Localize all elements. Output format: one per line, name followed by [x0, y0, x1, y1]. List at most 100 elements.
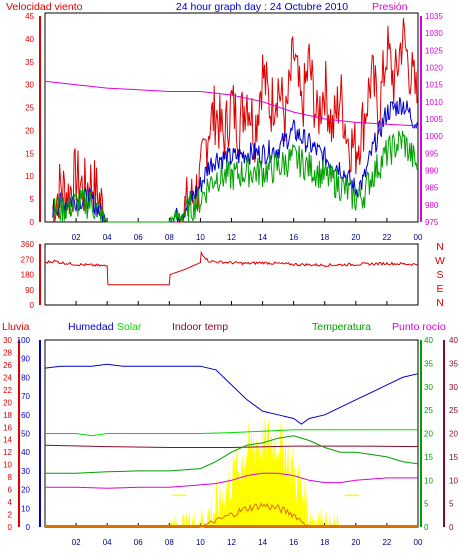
- humidity-tick-label: 80: [21, 373, 30, 382]
- solar-area: [169, 412, 341, 527]
- wind-speed-tick-label: 45: [25, 12, 34, 21]
- compass-letter: W: [435, 255, 445, 267]
- top-x-tick-label: 08: [165, 233, 174, 242]
- indoor-solar-curve: [200, 502, 310, 528]
- pressure-tick-label: 990: [425, 167, 439, 176]
- humidity-line: [44, 363, 419, 425]
- rain-tick-label: 6: [8, 486, 13, 495]
- bot-x-tick-label: 12: [227, 538, 236, 547]
- indoor-temp-line: [44, 444, 419, 448]
- top-x-tick-label: 00: [414, 233, 423, 242]
- temperature-tick-label: 30: [424, 383, 433, 392]
- pressure-label: Presión: [372, 1, 408, 13]
- humidity-tick-label: 10: [21, 504, 30, 513]
- humidity-tick-label: 90: [21, 355, 30, 364]
- rain-tick-label: 22: [3, 386, 12, 395]
- pressure-tick-label: 1025: [425, 46, 443, 55]
- wind-speed-tick-label: 35: [25, 58, 34, 67]
- humidity-tick-label: 50: [21, 430, 30, 439]
- top-x-tick-label: 02: [72, 233, 81, 242]
- humidity-label: Humedad: [68, 321, 114, 333]
- bot-x-tick-label: 16: [289, 538, 298, 547]
- dew-point-tick-label: 15: [449, 453, 458, 462]
- compass-letter: S: [436, 269, 443, 281]
- wind-dir-tick-label: 180: [21, 271, 35, 280]
- rain-tick-label: 30: [3, 336, 12, 345]
- temperature-humidity-panel: Lluvia Humedad Solar Indoor temp Temperatura…: [2, 321, 458, 547]
- pressure-tick-label: 1020: [425, 64, 443, 73]
- dew-point-line: [45, 472, 418, 489]
- rain-tick-label: 20: [3, 398, 12, 407]
- bot-x-tick-label: 18: [320, 538, 329, 547]
- humidity-tick-label: 100: [17, 336, 31, 345]
- bot-x-tick-label: 08: [165, 538, 174, 547]
- dew-point-tick-label: 10: [449, 476, 458, 485]
- bot-x-tick-label: 22: [382, 538, 391, 547]
- dew-point-tick-label: 35: [449, 359, 458, 368]
- wind-gust-line: [52, 17, 419, 223]
- top-x-tick-label: 14: [258, 233, 267, 242]
- pressure-tick-label: 1030: [425, 29, 443, 38]
- wind-dir-tick-label: 0: [30, 301, 35, 310]
- solar-marker: [172, 494, 187, 497]
- dew-point-tick-label: 40: [449, 336, 458, 345]
- rain-tick-label: 26: [3, 361, 12, 370]
- wind-pressure-panel: Velocidad viento 24 hour graph day : 24 O…: [6, 1, 443, 242]
- wind-speed-tick-label: 15: [25, 149, 34, 158]
- humidity-tick-label: 70: [21, 392, 30, 401]
- wind-speed-label: Velocidad viento: [6, 1, 83, 13]
- humidity-tick-label: 0: [26, 523, 31, 532]
- wind-direction-line: [44, 250, 419, 286]
- rain-tick-label: 28: [3, 348, 12, 357]
- temperature-tick-label: 20: [424, 430, 433, 439]
- humidity-tick-label: 60: [21, 411, 30, 420]
- humidity-tick-label: 20: [21, 486, 30, 495]
- pressure-tick-label: 1035: [425, 12, 443, 21]
- top-x-tick-label: 16: [289, 233, 298, 242]
- bot-x-tick-label: 10: [196, 538, 205, 547]
- temperature-tick-label: 10: [424, 476, 433, 485]
- pressure-tick-label: 975: [425, 218, 439, 227]
- bot-x-tick-label: 04: [103, 538, 112, 547]
- wind-speed-tick-label: 10: [25, 172, 34, 181]
- rain-label: Lluvia: [2, 321, 30, 333]
- wind-speed-tick-label: 0: [30, 218, 35, 227]
- wind-dir-tick-label: 90: [25, 286, 34, 295]
- rain-tick-label: 14: [3, 436, 12, 445]
- pressure-tick-label: 1000: [425, 132, 443, 141]
- solar-marker: [344, 494, 359, 497]
- temperature-tick-label: 5: [424, 500, 429, 509]
- temperature-tick-label: 40: [424, 336, 433, 345]
- dew-point-tick-label: 20: [449, 430, 458, 439]
- indoor-temp-label: Indoor temp: [172, 321, 228, 333]
- top-x-tick-label: 12: [227, 233, 236, 242]
- rain-tick-label: 2: [8, 511, 13, 520]
- dew-point-label: Punto rocío: [392, 321, 446, 333]
- bot-x-tick-label: 14: [258, 538, 267, 547]
- temperature-tick-label: 25: [424, 406, 433, 415]
- bot-x-tick-label: 06: [134, 538, 143, 547]
- compass-letter: N: [436, 241, 444, 253]
- pressure-tick-label: 1010: [425, 98, 443, 107]
- pressure-tick-label: 995: [425, 149, 439, 158]
- rain-tick-label: 0: [8, 523, 13, 532]
- dew-point-tick-label: 25: [449, 406, 458, 415]
- bot-x-tick-label: 20: [351, 538, 360, 547]
- top-x-tick-label: 22: [382, 233, 391, 242]
- wind-dir-tick-label: 360: [21, 240, 35, 249]
- rain-tick-label: 24: [3, 373, 12, 382]
- wind-dir-tick-label: 270: [21, 255, 35, 264]
- top-x-tick-label: 04: [103, 233, 112, 242]
- dew-point-tick-label: 5: [449, 500, 454, 509]
- temperature-label: Temperatura: [312, 321, 371, 333]
- compass-letter: N: [436, 297, 444, 309]
- rain-tick-label: 18: [3, 411, 12, 420]
- pressure-tick-label: 1015: [425, 81, 443, 90]
- wind-speed-tick-label: 30: [25, 81, 34, 90]
- wind-speed-tick-label: 5: [30, 195, 35, 204]
- wind-speed-tick-label: 20: [25, 126, 34, 135]
- pressure-line: [44, 80, 419, 127]
- dew-point-tick-label: 0: [449, 523, 454, 532]
- rain-tick-label: 8: [8, 473, 13, 482]
